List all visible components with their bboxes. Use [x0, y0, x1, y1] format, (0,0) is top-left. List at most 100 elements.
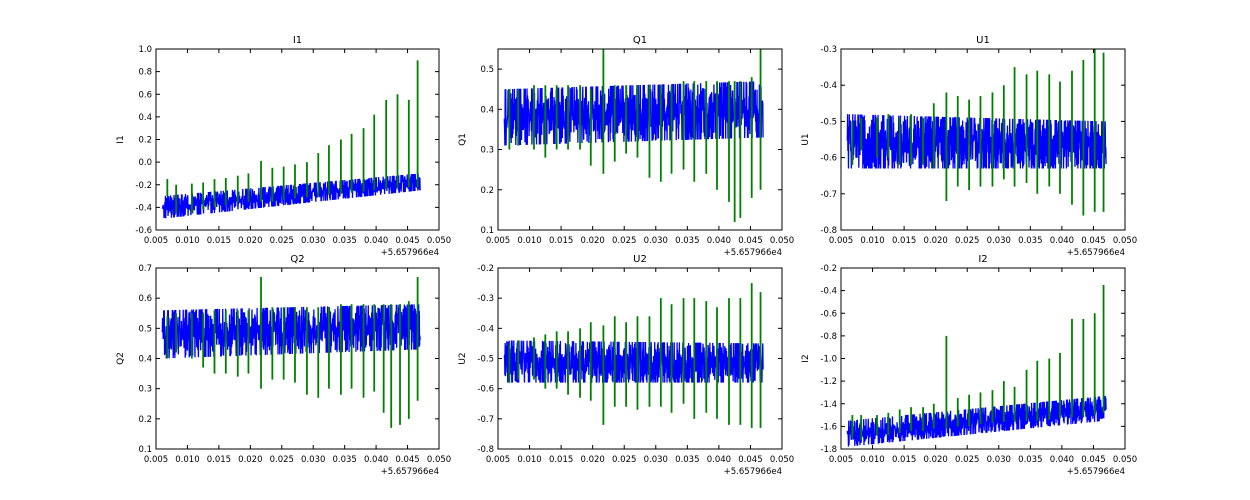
x-tick-label: 0.010	[860, 236, 884, 246]
x-tick-label: 0.050	[427, 236, 451, 246]
x-tick-label: 0.020	[238, 236, 262, 246]
y-axis-label: U1	[801, 133, 811, 145]
x-tick-label: 0.015	[549, 455, 573, 465]
x-tick-label: 0.005	[486, 455, 510, 465]
plot-area	[161, 277, 421, 428]
series-2	[508, 49, 762, 222]
x-tick-label: 0.020	[923, 236, 947, 246]
x-tick-label: 0.030	[644, 236, 668, 246]
x-tick-label: 0.010	[175, 236, 199, 246]
y-tick-label: -1.2	[820, 377, 837, 387]
y-tick-label: 0.0	[138, 158, 152, 168]
plot-area	[846, 284, 1107, 447]
subplot-i2: 0.005 0.010 0.015 0.020 0.025 0.030 0.035 0.040…	[801, 254, 1137, 477]
subplot-q1: 0.005 0.010 0.015 0.020 0.025 0.030 0.035 0.040…	[458, 35, 794, 258]
x-tick-label: 0.020	[238, 455, 262, 465]
subplot-q2: 0.005 0.010 0.015 0.020 0.025 0.030 0.035 0.040…	[116, 254, 451, 477]
x-tick-label: 0.010	[860, 455, 884, 465]
x-tick-label: 0.050	[770, 236, 794, 246]
y-tick-label: 0.7	[138, 264, 152, 274]
x-tick-label: 0.005	[144, 236, 168, 246]
x-tick-label: 0.015	[207, 236, 231, 246]
subplot-title: Q2	[290, 254, 304, 265]
x-tick-label: 0.045	[1081, 236, 1105, 246]
y-tick-label: -0.8	[477, 445, 494, 455]
plot-area	[161, 60, 421, 219]
x-tick-label: 0.040	[1050, 236, 1074, 246]
x-tick-label: 0.015	[892, 236, 916, 246]
x-tick-label: 0.005	[486, 236, 510, 246]
y-tick-label: -0.3	[820, 45, 837, 55]
y-tick-label: 0.3	[480, 146, 494, 156]
x-tick-label: 0.040	[364, 455, 388, 465]
y-tick-label: 0.8	[138, 68, 152, 78]
axes-frame	[497, 48, 783, 231]
y-axis-label: U2	[458, 352, 468, 364]
x-offset-label: +5.657966e4	[381, 248, 439, 258]
y-tick-label: -0.6	[820, 154, 837, 164]
y-tick-label: 0.2	[138, 415, 152, 425]
x-tick-label: 0.025	[612, 455, 636, 465]
x-offset-label: +5.657966e4	[724, 248, 782, 258]
y-tick-label: 0.3	[138, 385, 152, 395]
x-tick-label: 0.005	[829, 236, 853, 246]
series-1-line	[503, 81, 764, 146]
y-tick-label: -0.2	[820, 264, 837, 274]
series-1-line	[161, 173, 421, 219]
y-tick-label: 0.4	[480, 105, 494, 115]
x-tick-label: 0.035	[1018, 455, 1042, 465]
x-tick-label: 0.005	[144, 455, 168, 465]
y-tick-label: 0.6	[138, 90, 152, 100]
y-tick-label: -1.0	[820, 355, 837, 365]
x-tick-label: 0.050	[770, 455, 794, 465]
y-tick-label: -0.6	[135, 226, 152, 236]
x-tick-label: 0.025	[955, 455, 979, 465]
plot-area	[503, 49, 764, 222]
x-tick-label: 0.045	[395, 455, 419, 465]
subplot-title: U2	[633, 254, 647, 265]
x-offset-label: +5.657966e4	[381, 467, 439, 477]
x-tick-label: 0.045	[738, 236, 762, 246]
x-offset-label: +5.657966e4	[724, 467, 782, 477]
x-tick-label: 0.005	[829, 455, 853, 465]
series-2	[851, 284, 1105, 440]
x-tick-label: 0.020	[580, 236, 604, 246]
y-axis-label: I1	[116, 135, 126, 143]
x-tick-label: 0.045	[1081, 455, 1105, 465]
y-tick-label: -0.5	[820, 117, 837, 127]
y-tick-label: 0.2	[138, 136, 152, 146]
y-tick-label: -0.8	[820, 332, 837, 342]
y-tick-label: -1.8	[820, 445, 837, 455]
y-tick-label: -0.4	[820, 287, 837, 297]
x-tick-label: 0.040	[707, 455, 731, 465]
y-axis-label: Q1	[458, 133, 468, 146]
y-tick-label: -0.2	[477, 264, 494, 274]
x-tick-label: 0.015	[549, 236, 573, 246]
subplot-title: I1	[293, 35, 302, 46]
subplot-title: U1	[976, 35, 990, 46]
x-tick-label: 0.025	[955, 236, 979, 246]
x-tick-label: 0.050	[1113, 236, 1137, 246]
x-tick-label: 0.045	[738, 455, 762, 465]
x-tick-label: 0.045	[395, 236, 419, 246]
y-tick-label: -0.6	[477, 385, 494, 395]
subplot-u1: 0.005 0.010 0.015 0.020 0.025 0.030 0.035 0.040…	[801, 35, 1137, 258]
x-tick-label: 0.030	[644, 455, 668, 465]
axes-frame	[840, 48, 1126, 231]
x-offset-label: +5.657966e4	[1067, 467, 1125, 477]
y-tick-label: 0.2	[480, 186, 494, 196]
x-tick-label: 0.020	[923, 455, 947, 465]
x-tick-label: 0.025	[270, 236, 294, 246]
y-tick-label: -0.4	[477, 324, 494, 334]
series-2	[508, 283, 762, 428]
x-tick-label: 0.025	[270, 455, 294, 465]
subplot-title: I2	[978, 254, 987, 265]
x-tick-label: 0.035	[332, 455, 356, 465]
y-tick-label: -0.7	[477, 415, 494, 425]
x-tick-label: 0.035	[332, 236, 356, 246]
y-tick-label: -1.6	[820, 422, 837, 432]
x-tick-label: 0.015	[892, 455, 916, 465]
axes-frame	[155, 267, 440, 450]
y-tick-label: 0.1	[138, 445, 152, 455]
series-1-line	[503, 340, 764, 383]
